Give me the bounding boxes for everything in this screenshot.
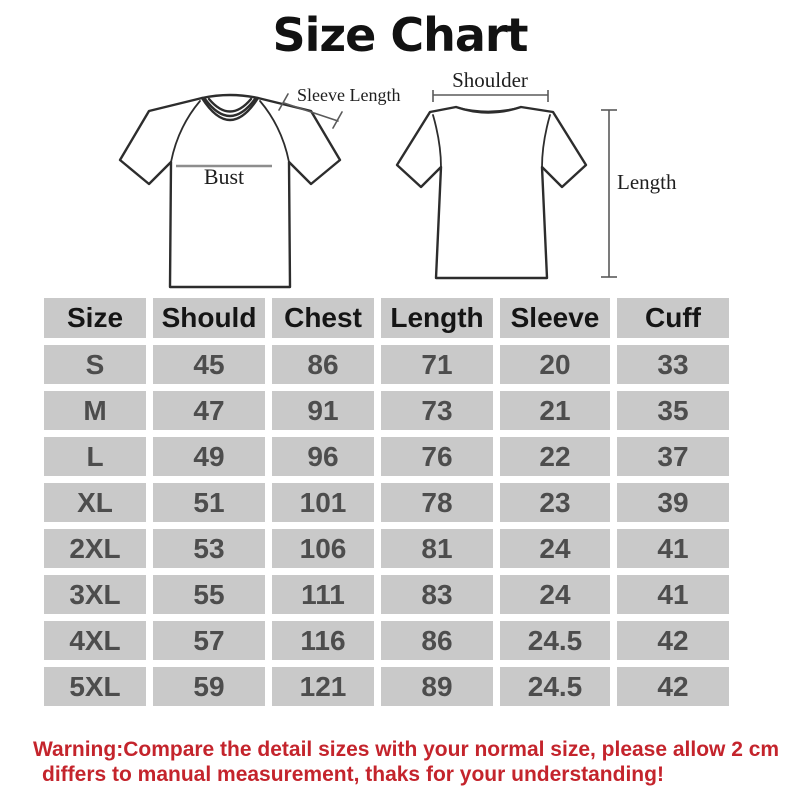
measurement-cell: 76 — [381, 437, 493, 476]
measurement-cell: 24 — [500, 575, 610, 614]
front-armhole-seam-right — [259, 100, 290, 163]
front-armhole-seam-left — [170, 100, 201, 163]
measurement-cell: 22 — [500, 437, 610, 476]
header-cell-size: Size — [44, 298, 146, 338]
page-title: Size Chart — [272, 8, 528, 62]
size-label-cell: 4XL — [44, 621, 146, 660]
length-dimension — [601, 109, 617, 278]
measurement-cell: 53 — [153, 529, 265, 568]
measurement-cell: 42 — [617, 667, 729, 706]
measurement-cell: 41 — [617, 575, 729, 614]
warning-line-1: Warning:Compare the detail sizes with yo… — [33, 738, 780, 761]
measurement-cell: 86 — [381, 621, 493, 660]
measurement-cell: 78 — [381, 483, 493, 522]
measurement-cell: 121 — [272, 667, 374, 706]
back-armhole-seam-right — [541, 114, 551, 168]
back-collar-line — [458, 107, 519, 113]
header-cell-cuff: Cuff — [617, 298, 729, 338]
size-label-cell: M — [44, 391, 146, 430]
back-armhole-seam-left — [432, 114, 442, 168]
size-label-cell: L — [44, 437, 146, 476]
sleeve-length-dimension — [278, 93, 343, 129]
front-collar-rib-2 — [207, 97, 253, 113]
measurement-cell: 111 — [272, 575, 374, 614]
measurement-cell: 20 — [500, 345, 610, 384]
measurement-cell: 89 — [381, 667, 493, 706]
measurement-cell: 59 — [153, 667, 265, 706]
back-shirt-outline — [395, 105, 588, 280]
front-collar-rib-1 — [203, 97, 257, 117]
measurement-diagram: Bust Sleeve Length Shoulder Lengt — [118, 68, 677, 289]
measurement-cell: 24 — [500, 529, 610, 568]
measurement-cell: 106 — [272, 529, 374, 568]
measurement-cell: 39 — [617, 483, 729, 522]
measurement-cell: 33 — [617, 345, 729, 384]
measurement-cell: 42 — [617, 621, 729, 660]
warning-text: Warning:Compare the detail sizes with yo… — [33, 737, 779, 787]
measurement-cell: 35 — [617, 391, 729, 430]
sleeve-length-label: Sleeve Length — [297, 85, 400, 105]
measurement-cell: 47 — [153, 391, 265, 430]
header-cell-sleeve: Sleeve — [500, 298, 610, 338]
front-shirt-drawing — [118, 93, 342, 289]
warning-line-2: differs to manual measurement, thaks for… — [42, 763, 664, 786]
header-cell-should: Should — [153, 298, 265, 338]
size-label-cell: XL — [44, 483, 146, 522]
measurement-cell: 23 — [500, 483, 610, 522]
measurement-cell: 21 — [500, 391, 610, 430]
measurement-cell: 45 — [153, 345, 265, 384]
measurement-cell: 116 — [272, 621, 374, 660]
measurement-cell: 91 — [272, 391, 374, 430]
length-label: Length — [617, 170, 677, 194]
measurement-cell: 41 — [617, 529, 729, 568]
measurement-cell: 96 — [272, 437, 374, 476]
size-label-cell: 2XL — [44, 529, 146, 568]
measurement-cell: 57 — [153, 621, 265, 660]
measurement-cell: 37 — [617, 437, 729, 476]
size-label-cell: 3XL — [44, 575, 146, 614]
measurement-cell: 71 — [381, 345, 493, 384]
shoulder-dimension — [432, 90, 549, 102]
measurement-cell: 81 — [381, 529, 493, 568]
measurement-cell: 51 — [153, 483, 265, 522]
measurement-cell: 49 — [153, 437, 265, 476]
measurement-cell: 86 — [272, 345, 374, 384]
measurement-cell: 73 — [381, 391, 493, 430]
header-cell-chest: Chest — [272, 298, 374, 338]
measurement-cell: 83 — [381, 575, 493, 614]
measurement-cell: 55 — [153, 575, 265, 614]
header-cell-length: Length — [381, 298, 493, 338]
size-label-cell: S — [44, 345, 146, 384]
shoulder-label: Shoulder — [452, 68, 528, 92]
size-table: Size Should Chest Length Sleeve Cuff S 45 86 71 20… — [44, 298, 729, 706]
back-shirt-drawing — [395, 105, 588, 280]
measurement-cell: 101 — [272, 483, 374, 522]
front-shirt-outline — [118, 93, 342, 289]
bust-label: Bust — [204, 164, 244, 189]
measurement-cell: 24.5 — [500, 621, 610, 660]
size-label-cell: 5XL — [44, 667, 146, 706]
measurement-cell: 24.5 — [500, 667, 610, 706]
front-collar-outer — [200, 96, 260, 122]
